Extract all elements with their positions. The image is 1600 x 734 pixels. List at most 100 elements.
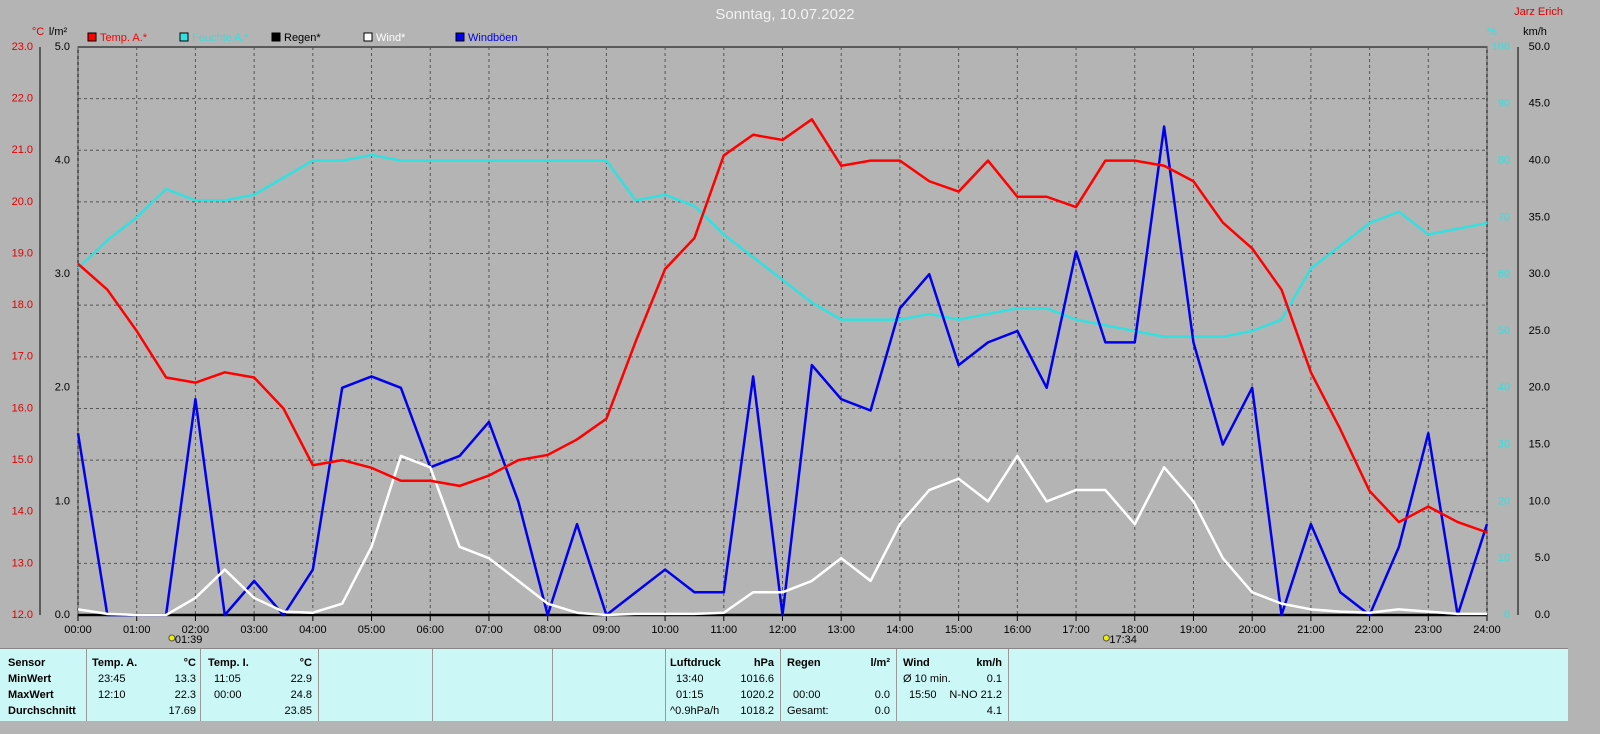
separator bbox=[896, 649, 897, 721]
axis-label: °C bbox=[32, 26, 44, 38]
cell: 00:00 bbox=[793, 689, 821, 701]
y-tick-label: 100 bbox=[1492, 41, 1510, 53]
separator bbox=[200, 649, 201, 721]
x-tick-label: 16:00 bbox=[1004, 624, 1032, 636]
x-tick-label: 12:00 bbox=[769, 624, 797, 636]
x-tick-label: 11:00 bbox=[710, 624, 737, 636]
x-tick-label: 13:00 bbox=[827, 624, 855, 636]
author: Jarz Erich bbox=[1514, 6, 1563, 18]
cell: Wind bbox=[903, 657, 930, 669]
chart-title: Sonntag, 10.07.2022 bbox=[715, 6, 854, 23]
sun-marker bbox=[168, 634, 176, 642]
x-tick-label: 19:00 bbox=[1180, 624, 1208, 636]
y-tick-label: 50.0 bbox=[1529, 41, 1550, 53]
series-line bbox=[76, 125, 1489, 617]
y-tick-label: 45.0 bbox=[1529, 98, 1550, 110]
cell: Regen bbox=[787, 657, 821, 669]
y-tick-label: 80 bbox=[1498, 155, 1510, 167]
y-tick-label: 4.0 bbox=[55, 155, 70, 167]
x-tick-label: 21:00 bbox=[1297, 624, 1325, 636]
x-tick-label: 14:00 bbox=[886, 624, 914, 636]
y-tick-label: 12.0 bbox=[12, 609, 33, 621]
y-tick-label: 18.0 bbox=[12, 299, 33, 311]
cell: Temp. I. bbox=[208, 657, 249, 669]
y-tick-label: 15.0 bbox=[1529, 439, 1550, 451]
cell: 23:45 bbox=[98, 673, 126, 685]
y-tick-label: 16.0 bbox=[12, 402, 33, 414]
legend-label: Feuchte A.* bbox=[192, 32, 250, 44]
y-tick-label: 3.0 bbox=[55, 268, 70, 280]
y-tick-label: 0 bbox=[1504, 609, 1510, 621]
cell: Gesamt: bbox=[787, 705, 829, 717]
y-tick-label: 10 bbox=[1498, 552, 1510, 564]
y-tick-label: 60 bbox=[1498, 268, 1510, 280]
y-tick-label: 40.0 bbox=[1529, 155, 1550, 167]
cell: 1018.2 bbox=[740, 705, 774, 717]
legend-swatch bbox=[87, 32, 97, 42]
separator bbox=[1008, 649, 1009, 721]
y-tick-label: 1.0 bbox=[55, 495, 70, 507]
legend-swatch bbox=[271, 32, 281, 42]
y-tick-label: 19.0 bbox=[12, 247, 33, 259]
x-tick-label: 24:00 bbox=[1473, 624, 1501, 636]
cell: l/m² bbox=[870, 657, 890, 669]
separator bbox=[780, 649, 781, 721]
x-tick-label: 02:00 bbox=[182, 624, 210, 636]
cell: 22.3 bbox=[174, 689, 196, 701]
y-tick-label: 50 bbox=[1498, 325, 1510, 337]
separator bbox=[318, 649, 319, 721]
y-tick-label: 5.0 bbox=[1535, 552, 1550, 564]
y-tick-label: 17.0 bbox=[12, 351, 33, 363]
x-tick-label: 08:00 bbox=[534, 624, 562, 636]
cell: °C bbox=[299, 657, 312, 669]
y-tick-label: 2.0 bbox=[55, 382, 70, 394]
y-tick-label: 0.0 bbox=[1535, 609, 1550, 621]
cell: 13.3 bbox=[174, 673, 196, 685]
series-line bbox=[77, 153, 1488, 338]
y-tick-label: 0.0 bbox=[55, 609, 70, 621]
cell: ^0.9hPa/h bbox=[670, 705, 720, 717]
cell: Temp. A. bbox=[92, 657, 138, 669]
cell: 0.0 bbox=[874, 705, 890, 717]
x-tick-label: 03:00 bbox=[240, 624, 268, 636]
y-tick-label: 20.0 bbox=[12, 196, 33, 208]
cell: 00:00 bbox=[214, 689, 242, 701]
cell: 22.9 bbox=[290, 673, 312, 685]
cell: °C bbox=[183, 657, 196, 669]
cell: 15:50 bbox=[909, 689, 937, 701]
legend-swatch bbox=[363, 32, 373, 42]
x-tick-label: 15:00 bbox=[945, 624, 973, 636]
axis-label: km/h bbox=[1523, 26, 1547, 38]
y-tick-label: 70 bbox=[1498, 211, 1510, 223]
cell: 13:40 bbox=[676, 673, 704, 685]
cell: 01:15 bbox=[676, 689, 704, 701]
cell: 0.1 bbox=[986, 673, 1002, 685]
y-tick-label: 23.0 bbox=[12, 41, 33, 53]
legend-swatch bbox=[455, 32, 465, 42]
cell: Ø 10 min. bbox=[903, 673, 951, 685]
y-tick-label: 35.0 bbox=[1529, 211, 1550, 223]
y-tick-label: 90 bbox=[1498, 98, 1510, 110]
x-tick-label: 17:00 bbox=[1062, 624, 1090, 636]
x-tick-label: 07:00 bbox=[475, 624, 503, 636]
axis-label: l/m² bbox=[49, 26, 68, 38]
x-tick-label: 23:00 bbox=[1415, 624, 1443, 636]
cell: hPa bbox=[753, 657, 774, 669]
separator bbox=[552, 649, 553, 721]
separator bbox=[86, 649, 87, 721]
axis-label: % bbox=[1487, 26, 1497, 38]
cell: km/h bbox=[976, 657, 1002, 669]
y-tick-label: 20.0 bbox=[1529, 382, 1550, 394]
series-line bbox=[77, 454, 1487, 617]
legend-swatch bbox=[179, 32, 189, 42]
y-tick-label: 10.0 bbox=[1529, 495, 1550, 507]
y-tick-label: 40 bbox=[1498, 382, 1510, 394]
cell: 11:05 bbox=[214, 673, 241, 685]
x-tick-label: 00:00 bbox=[64, 624, 92, 636]
cell: 1016.6 bbox=[740, 673, 774, 685]
y-tick-label: 14.0 bbox=[12, 506, 33, 518]
cell: Durchschnitt bbox=[8, 705, 76, 717]
x-tick-label: 04:00 bbox=[299, 624, 327, 636]
y-tick-label: 20 bbox=[1498, 495, 1510, 507]
y-tick-label: 25.0 bbox=[1529, 325, 1550, 337]
